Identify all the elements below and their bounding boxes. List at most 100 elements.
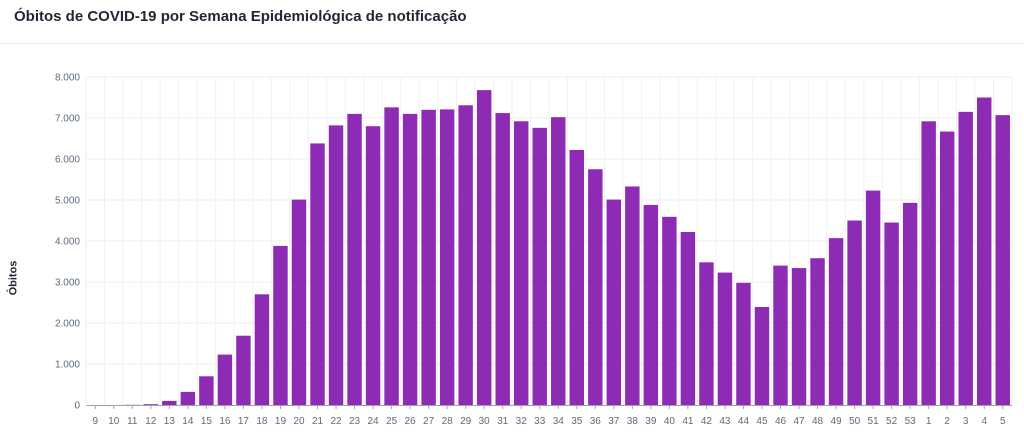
bar: [902, 202, 918, 405]
bar: [976, 97, 992, 405]
x-tick-label: 48: [812, 416, 824, 427]
bar: [828, 238, 844, 405]
bar: [884, 222, 899, 405]
bar: [532, 127, 547, 405]
x-tick-label: 39: [645, 416, 657, 427]
bar: [421, 109, 436, 406]
x-tick-label: 21: [312, 416, 324, 427]
bar: [958, 111, 973, 405]
x-tick-label: 22: [330, 416, 342, 427]
x-tick-label: 15: [201, 416, 213, 427]
y-tick-label: 6.000: [55, 155, 80, 166]
y-tick-label: 2.000: [55, 319, 80, 330]
bar: [143, 404, 159, 405]
x-tick-label: 32: [516, 416, 528, 427]
x-tick-label: 44: [738, 416, 750, 427]
y-tick-label: 5.000: [55, 196, 80, 207]
x-tick-label: 33: [534, 416, 546, 427]
bar: [551, 117, 566, 406]
x-tick-label: 1: [926, 416, 932, 427]
bar: [254, 294, 270, 405]
bar: [847, 220, 862, 405]
x-tick-label: 11: [127, 416, 138, 427]
bar: [495, 113, 510, 405]
y-tick-label: 1.000: [55, 360, 80, 371]
bar: [569, 149, 585, 405]
x-tick-label: 45: [756, 416, 768, 427]
x-tick-label: 50: [849, 416, 861, 427]
bar: [810, 258, 825, 405]
x-tick-label: 40: [664, 416, 676, 427]
x-tick-label: 25: [386, 416, 398, 427]
x-tick-label: 2: [944, 416, 950, 427]
bar: [625, 186, 640, 405]
x-tick-label: 41: [682, 416, 694, 427]
bar: [347, 113, 362, 406]
bar: [791, 268, 807, 405]
x-tick-label: 16: [219, 416, 231, 427]
x-tick-label: 20: [293, 416, 305, 427]
x-tick-label: 28: [442, 416, 454, 427]
bar: [736, 282, 751, 405]
bar: [291, 199, 307, 405]
x-tick-label: 17: [238, 416, 250, 427]
bar: [606, 199, 622, 405]
x-tick-label: 53: [905, 416, 917, 427]
x-tick-label: 42: [701, 416, 713, 427]
bar: [365, 126, 381, 405]
x-tick-label: 26: [405, 416, 417, 427]
x-tick-label: 12: [145, 416, 157, 427]
bar: [236, 335, 251, 405]
x-tick-label: 9: [92, 416, 98, 427]
bar: [162, 400, 177, 405]
bar: [939, 131, 955, 405]
bar: [865, 190, 881, 405]
bar: [273, 245, 288, 405]
y-tick-label: 4.000: [55, 237, 80, 248]
x-tick-label: 49: [830, 416, 842, 427]
bar: [199, 376, 214, 405]
title-divider: [0, 43, 1024, 44]
x-tick-label: 13: [164, 416, 176, 427]
x-tick-label: 47: [793, 416, 805, 427]
bar: [310, 143, 325, 406]
x-tick-label: 35: [571, 416, 583, 427]
bar: [180, 391, 196, 405]
bar: [458, 105, 473, 405]
bar: [921, 121, 936, 405]
x-tick-label: 27: [423, 416, 435, 427]
bar: [328, 125, 344, 405]
x-tick-label: 3: [963, 416, 969, 427]
x-tick-label: 51: [868, 416, 880, 427]
x-tick-label: 18: [256, 416, 268, 427]
y-tick-label: 8.000: [55, 73, 80, 84]
x-tick-label: 5: [1000, 416, 1006, 427]
bar: [995, 115, 1010, 405]
bar: [476, 90, 492, 406]
x-tick-label: 38: [627, 416, 639, 427]
x-tick-label: 4: [981, 416, 987, 427]
x-tick-label: 34: [553, 416, 565, 427]
chart-title: Óbitos de COVID-19 por Semana Epidemioló…: [14, 8, 467, 25]
x-tick-label: 36: [590, 416, 602, 427]
bar: [402, 113, 418, 406]
bar: [717, 272, 733, 405]
x-tick-label: 23: [349, 416, 361, 427]
y-tick-label: 3.000: [55, 278, 80, 289]
bar: [439, 109, 455, 405]
bar: [699, 262, 714, 405]
x-tick-label: 30: [479, 416, 491, 427]
y-tick-label: 7.000: [55, 114, 80, 125]
bar: [662, 216, 677, 405]
x-tick-label: 29: [460, 416, 472, 427]
bar: [773, 265, 788, 405]
x-tick-label: 37: [608, 416, 620, 427]
bar: [680, 231, 696, 405]
bar: [754, 307, 770, 405]
bar: [513, 121, 529, 405]
bar: [643, 204, 659, 405]
x-tick-label: 19: [275, 416, 287, 427]
bar: [384, 107, 399, 405]
